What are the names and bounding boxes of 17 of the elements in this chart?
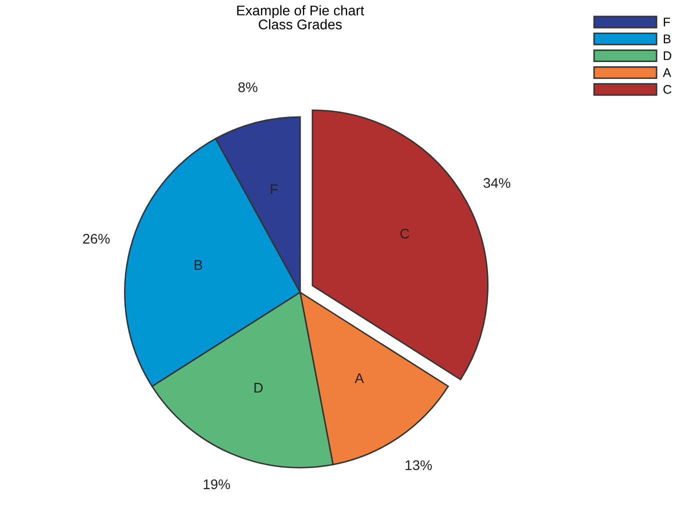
data-label: 26% <box>83 234 110 244</box>
data-label: 8% <box>238 82 258 92</box>
chart-title: Example of Pie chart <box>237 5 364 18</box>
chart-subtitle: Class Grades <box>258 19 342 30</box>
legend-label: B <box>664 34 670 44</box>
legend-label: A <box>662 68 672 77</box>
slice-label: F <box>270 184 278 194</box>
data-label: 34% <box>484 178 510 188</box>
slice-label: C <box>400 228 410 239</box>
slice-label: B <box>194 260 202 270</box>
legend-label: D <box>664 51 672 60</box>
slice-label: A <box>354 373 364 383</box>
legend-label: C <box>663 84 672 94</box>
data-label: 13% <box>406 460 432 470</box>
legend-label: F <box>664 18 670 26</box>
slice-label: D <box>254 382 263 392</box>
data-label: 19% <box>204 479 230 490</box>
